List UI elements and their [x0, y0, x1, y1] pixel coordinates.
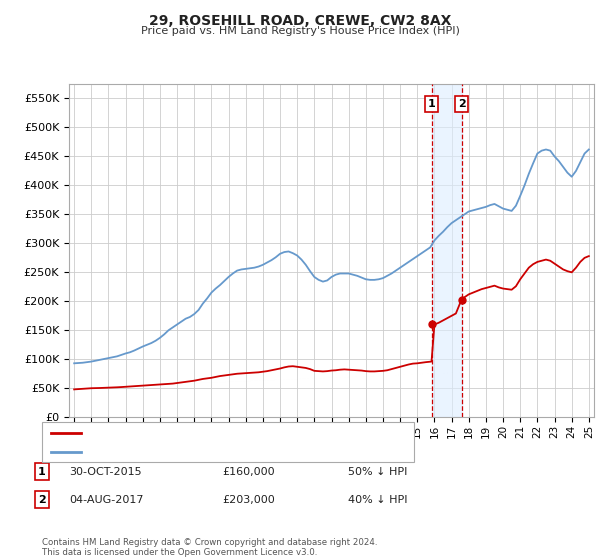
Text: 40% ↓ HPI: 40% ↓ HPI — [348, 494, 407, 505]
Text: HPI: Average price, detached house, Cheshire East: HPI: Average price, detached house, Ches… — [87, 447, 352, 457]
Bar — [431, 84, 461, 417]
Text: 2: 2 — [38, 494, 46, 505]
Text: 1: 1 — [38, 466, 46, 477]
Text: 29, ROSEHILL ROAD, CREWE, CW2 8AX: 29, ROSEHILL ROAD, CREWE, CW2 8AX — [149, 14, 451, 28]
Text: 1: 1 — [428, 99, 436, 109]
Text: Contains HM Land Registry data © Crown copyright and database right 2024.
This d: Contains HM Land Registry data © Crown c… — [42, 538, 377, 557]
Text: 50% ↓ HPI: 50% ↓ HPI — [348, 466, 407, 477]
Text: £203,000: £203,000 — [222, 494, 275, 505]
Text: £160,000: £160,000 — [222, 466, 275, 477]
Text: 04-AUG-2017: 04-AUG-2017 — [69, 494, 143, 505]
Text: 29, ROSEHILL ROAD, CREWE, CW2 8AX (detached house): 29, ROSEHILL ROAD, CREWE, CW2 8AX (detac… — [87, 428, 386, 438]
Text: 2: 2 — [458, 99, 466, 109]
Text: 30-OCT-2015: 30-OCT-2015 — [69, 466, 142, 477]
Text: Price paid vs. HM Land Registry's House Price Index (HPI): Price paid vs. HM Land Registry's House … — [140, 26, 460, 36]
